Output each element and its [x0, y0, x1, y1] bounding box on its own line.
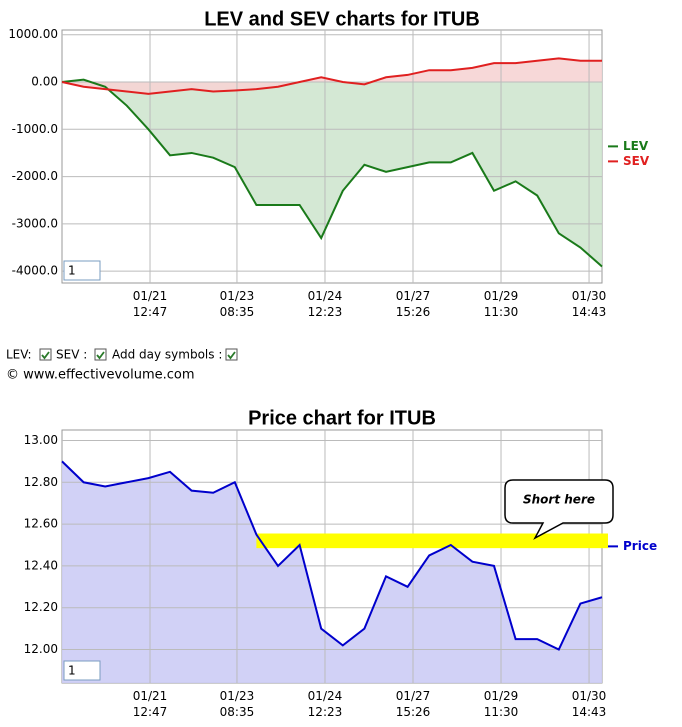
control-label: SEV : — [56, 348, 87, 362]
y-tick-label: 1000.00 — [8, 27, 58, 41]
series-area — [62, 461, 602, 683]
legend-label: SEV — [623, 154, 650, 168]
y-tick-label: 12.60 — [24, 517, 58, 531]
x-tick-label: 01/27 15:26 — [396, 289, 431, 319]
highlight-band — [256, 533, 608, 549]
x-tick-label: 01/24 12:23 — [308, 689, 343, 719]
sev-checkbox[interactable] — [94, 348, 107, 361]
y-tick-label: -4000.0 — [12, 264, 58, 278]
series-area — [62, 79, 602, 267]
y-tick-label: 12.20 — [24, 600, 58, 614]
y-tick-label: 13.00 — [24, 433, 58, 447]
x-tick-label: 01/24 12:23 — [308, 289, 343, 319]
x-tick-label: 01/21 12:47 — [133, 689, 168, 719]
y-tick-label: -3000.0 — [12, 216, 58, 230]
page-input-value: 1 — [68, 664, 76, 678]
y-tick-label: 0.00 — [31, 75, 58, 89]
callout-box — [504, 479, 614, 540]
x-tick-label: 01/23 08:35 — [220, 689, 255, 719]
x-tick-label: 01/27 15:26 — [396, 689, 431, 719]
control-label: Add day symbols : — [112, 348, 222, 362]
copyright: © www.effectivevolume.com — [6, 368, 195, 383]
x-tick-label: 01/23 08:35 — [220, 289, 255, 319]
series-line — [61, 460, 603, 651]
x-tick-label: 01/29 11:30 — [484, 289, 519, 319]
chart-title: Price chart for ITUB — [248, 407, 436, 429]
x-tick-label: 01/30 14:43 — [572, 289, 607, 319]
y-tick-label: 12.00 — [24, 642, 58, 656]
y-tick-label: -2000.0 — [12, 169, 58, 183]
control-label: LEV: — [6, 348, 32, 362]
legend-label: Price — [623, 539, 657, 553]
check-mark — [227, 351, 236, 360]
chart-title: LEV and SEV charts for ITUB — [204, 8, 480, 30]
lev-checkbox[interactable] — [39, 348, 52, 361]
x-tick-label: 01/30 14:43 — [572, 689, 607, 719]
day-checkbox[interactable] — [225, 348, 238, 361]
series-line — [61, 57, 602, 95]
x-tick-label: 01/21 12:47 — [133, 289, 168, 319]
series-line — [61, 78, 603, 268]
check-mark — [41, 351, 50, 360]
x-tick-label: 01/29 11:30 — [484, 689, 519, 719]
annotation: Short here — [523, 493, 595, 507]
legend-label: LEV — [623, 139, 649, 153]
y-tick-label: -1000.0 — [12, 122, 58, 136]
check-mark — [96, 351, 105, 360]
page-input — [63, 260, 101, 281]
page-input-value: 1 — [68, 264, 76, 278]
y-tick-label: 12.40 — [24, 558, 58, 572]
series-area — [62, 58, 602, 94]
page-input — [63, 660, 101, 681]
y-tick-label: 12.80 — [24, 475, 58, 489]
